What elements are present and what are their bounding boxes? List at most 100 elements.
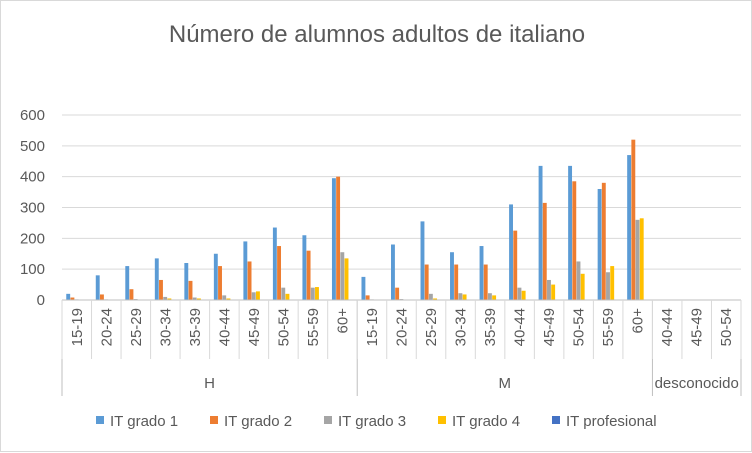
chart-title: Número de alumnos adultos de italiano — [168, 21, 586, 48]
bars-layer — [66, 139, 644, 301]
legend-item: IT grado 4 — [438, 413, 520, 430]
legend-label: IT grado 3 — [338, 413, 406, 430]
y-tick-label: 400 — [20, 169, 45, 186]
bar — [513, 230, 518, 301]
bar — [167, 298, 172, 300]
y-tick-label: 100 — [20, 261, 45, 278]
legend-item: IT profesional — [552, 413, 657, 430]
bar — [551, 284, 556, 300]
bar — [479, 246, 484, 300]
y-tick-label: 300 — [20, 200, 45, 217]
bar — [492, 295, 497, 301]
bar — [639, 218, 644, 300]
grid-layer — [62, 114, 741, 270]
bar — [568, 165, 573, 301]
x-tick-label: 50-54 — [718, 308, 735, 346]
bar — [542, 202, 547, 301]
bar — [99, 294, 104, 300]
x-tick-label: 25-29 — [128, 308, 145, 346]
bar — [450, 252, 454, 300]
bar — [315, 287, 319, 300]
bar — [66, 293, 71, 300]
bar — [391, 244, 395, 300]
bar — [458, 293, 463, 300]
bar — [255, 291, 260, 300]
group-label: desconocido — [655, 375, 739, 392]
bar — [576, 261, 581, 300]
legend-label: IT grado 2 — [224, 413, 292, 430]
bar — [285, 293, 290, 300]
bar — [159, 279, 163, 300]
group-label: H — [204, 375, 215, 392]
bar — [218, 266, 222, 300]
bar — [336, 176, 341, 300]
x-tick-label: 30-34 — [157, 308, 174, 346]
legend-label: IT grado 4 — [452, 413, 520, 430]
bar — [521, 290, 526, 300]
x-tick-label: 50-54 — [275, 308, 292, 346]
x-tick-label: 55-59 — [600, 308, 617, 346]
bar — [213, 253, 218, 300]
bar — [340, 252, 345, 300]
bar — [184, 263, 189, 300]
legend-item: IT grado 1 — [96, 413, 178, 430]
bar — [222, 295, 227, 301]
y-tick-label: 500 — [20, 138, 45, 155]
bar — [125, 266, 130, 300]
bar — [251, 292, 256, 300]
x-tick-label: 55-59 — [305, 308, 322, 346]
bar — [306, 250, 311, 300]
y-tick-label: 600 — [20, 107, 45, 124]
y-tick-label: 200 — [20, 230, 45, 247]
bar — [196, 298, 201, 300]
bar — [487, 293, 492, 300]
bar — [424, 264, 429, 300]
bar — [277, 246, 282, 300]
bar — [281, 287, 286, 300]
bar — [483, 264, 488, 300]
bar — [310, 287, 315, 300]
bar — [154, 258, 159, 301]
bar — [129, 289, 134, 300]
group-label: M — [499, 375, 512, 392]
bar — [420, 221, 425, 301]
bar — [163, 296, 168, 300]
legend-item: IT grado 3 — [324, 413, 406, 430]
bar — [601, 182, 606, 300]
bar — [635, 219, 640, 300]
bar — [188, 280, 193, 300]
legend-swatch — [210, 416, 218, 424]
bar — [462, 294, 467, 300]
x-tick-label: 25-29 — [423, 308, 440, 346]
x-tick-label: 45-49 — [246, 308, 263, 346]
x-tick-label: 35-39 — [187, 308, 204, 346]
x-tick-label: 60+ — [630, 308, 647, 334]
bar — [509, 204, 513, 300]
bar — [454, 264, 459, 300]
x-tick-label: 40-44 — [659, 308, 676, 346]
x-tick-label: 50-54 — [571, 308, 588, 346]
bar — [243, 241, 248, 300]
bar — [226, 298, 231, 300]
y-tick-label: 0 — [37, 292, 45, 309]
bar — [433, 298, 438, 300]
bar — [572, 181, 577, 300]
bar — [606, 272, 610, 300]
legend-label: IT profesional — [566, 413, 657, 430]
legend-swatch — [438, 416, 446, 424]
x-tick-label: 60+ — [335, 308, 352, 334]
bar — [302, 235, 307, 300]
bar — [247, 261, 252, 300]
x-tick-label: 45-49 — [689, 308, 706, 346]
bar — [395, 287, 400, 300]
bar — [344, 258, 349, 301]
bar — [361, 276, 366, 301]
legend-swatch — [552, 416, 560, 424]
bar — [547, 279, 551, 300]
bar — [428, 293, 433, 300]
legend-layer: IT grado 1 IT grado 2 IT grado 3 IT grado 4… — [96, 413, 657, 430]
x-tick-label: 30-34 — [453, 308, 470, 346]
bar — [610, 266, 615, 300]
x-tick-label: 15-19 — [364, 308, 381, 346]
